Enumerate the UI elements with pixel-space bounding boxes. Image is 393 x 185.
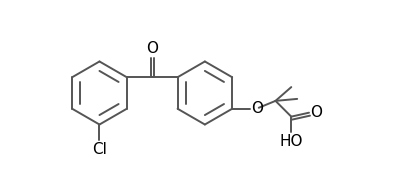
Text: HO: HO — [279, 134, 303, 149]
Text: O: O — [310, 105, 322, 120]
Text: O: O — [251, 101, 263, 116]
Text: O: O — [146, 41, 158, 56]
Text: Cl: Cl — [92, 142, 107, 157]
